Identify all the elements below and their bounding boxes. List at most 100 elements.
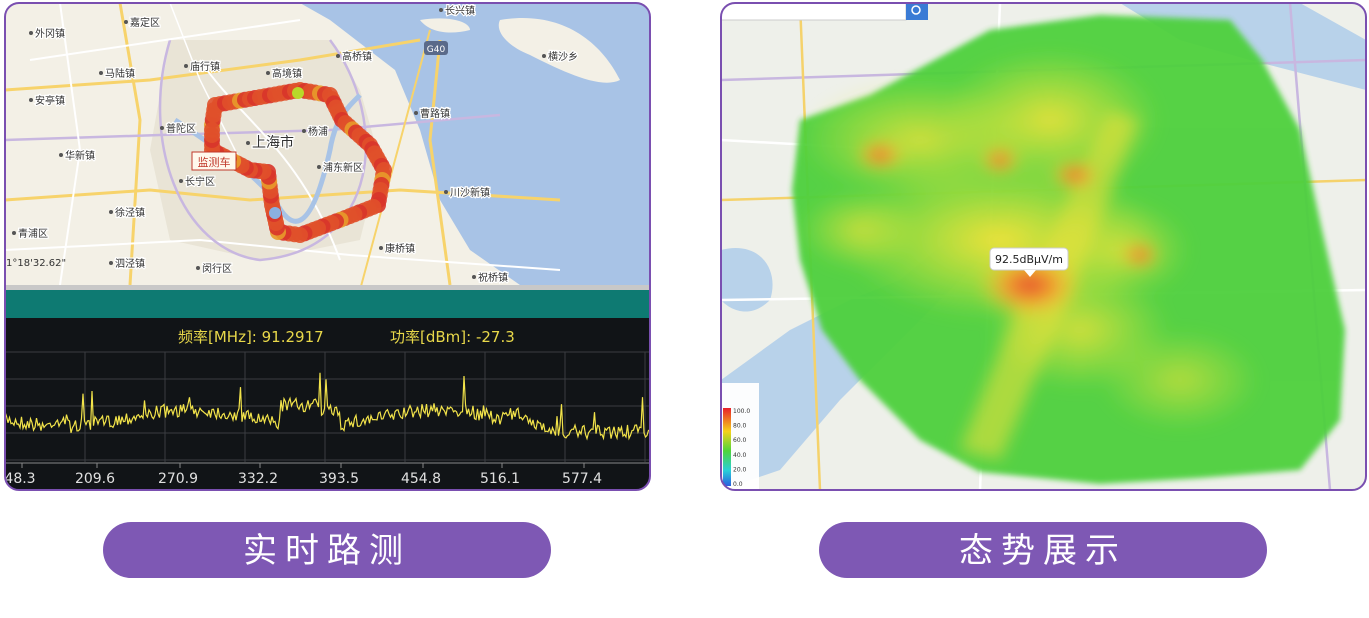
- map-dot: [179, 179, 183, 183]
- panel-border: [720, 2, 1367, 491]
- popup-text: 92.5dBμV/m: [995, 253, 1063, 266]
- map-dot: [317, 165, 321, 169]
- heat-layer: [800, 50, 1260, 460]
- caption-text: 态势展示: [959, 531, 1127, 571]
- heat-zone: [800, 190, 920, 270]
- road: [5, 188, 561, 202]
- map-label: 闵行区: [202, 262, 232, 275]
- map-dot: [29, 31, 33, 35]
- frequency: 频率[MHz]: 91.2917: [178, 328, 324, 346]
- map-label: 长宁区: [185, 175, 215, 188]
- caption-text: 实时路测: [243, 531, 411, 571]
- x-tick-label: 393.5: [319, 471, 359, 487]
- map-dot: [542, 54, 546, 58]
- map-dot: [12, 231, 16, 235]
- x-tick-label: 516.1: [480, 471, 520, 487]
- popup-tail: [1024, 270, 1036, 277]
- map-label: 马陆镇: [105, 67, 135, 80]
- road: [359, 29, 431, 291]
- map-dot: [109, 210, 113, 214]
- map-label: 徐泾镇: [115, 206, 145, 219]
- map-dot: [336, 54, 340, 58]
- search-icon: [911, 5, 921, 15]
- vehicle-label: 监测车: [198, 155, 231, 169]
- hot-spot: [980, 146, 1020, 174]
- map-label: 青浦区: [18, 227, 48, 240]
- road-shield-text: G40: [427, 45, 446, 55]
- spectrum-trace: [5, 372, 650, 441]
- map-label: 嘉定区: [130, 16, 160, 29]
- x-tick-label: 577.4: [562, 471, 602, 487]
- route-point: [204, 122, 220, 138]
- map-dot: [99, 71, 103, 75]
- map-dot: [29, 98, 33, 102]
- caption-pill: [103, 522, 551, 578]
- water: [300, 3, 650, 285]
- map-dot: [472, 275, 476, 279]
- road: [5, 113, 501, 142]
- map-label: 华新镇: [65, 149, 95, 162]
- map-dot: [302, 129, 306, 133]
- map-label: 康桥镇: [385, 242, 415, 255]
- legend-tick: 20.0: [733, 466, 747, 473]
- map-label: 外冈镇: [35, 27, 65, 40]
- road: [118, 3, 142, 286]
- legend-tick: 0.0: [733, 481, 743, 488]
- vehicle-box: [191, 151, 237, 171]
- map-dot: [266, 71, 270, 75]
- road-shield: [424, 41, 448, 55]
- map-label: 安亭镇: [35, 94, 65, 107]
- map-label: 普陀区: [166, 122, 196, 135]
- situation-panel: 92.5dBμV/m 100.0 80.0 60.0 40.0 20.0 0.0: [721, 3, 1366, 490]
- x-tick-label: 332.2: [238, 471, 278, 487]
- road: [5, 238, 561, 271]
- x-tick-label: 209.6: [75, 471, 115, 487]
- map-label: 长兴镇: [445, 4, 475, 17]
- map-dot: [379, 246, 383, 250]
- caption-pill: [819, 522, 1267, 578]
- map-label: 横沙乡: [548, 50, 578, 63]
- map-dot: [246, 141, 250, 145]
- map-dot: [414, 111, 418, 115]
- road: [5, 38, 421, 92]
- map-dot: [439, 8, 443, 12]
- map-dot: [444, 190, 448, 194]
- power: 功率[dBm]: -27.3: [390, 328, 515, 346]
- map-label: 祝桥镇: [478, 271, 508, 284]
- map-dot: [196, 266, 200, 270]
- map-label: 泗泾镇: [115, 257, 145, 270]
- map-label: 高境镇: [272, 67, 302, 80]
- map-dot: [124, 20, 128, 24]
- map-label: 高桥镇: [342, 50, 372, 63]
- road: [169, 3, 241, 161]
- route-point: [292, 87, 304, 99]
- route-point: [269, 207, 281, 219]
- heat-zone: [1100, 330, 1260, 430]
- map-label: 杨浦: [308, 125, 328, 138]
- x-tick-label: 48.3: [4, 471, 35, 487]
- search-button: [906, 3, 928, 20]
- road: [29, 19, 301, 61]
- legend-bar: [723, 408, 731, 486]
- road: [59, 3, 82, 286]
- road: [158, 39, 368, 262]
- map-label: 上海市: [252, 134, 294, 151]
- teal-bar: [5, 290, 650, 318]
- road: [428, 39, 452, 286]
- map-label: 庙行镇: [190, 60, 220, 73]
- legend-tick: 80.0: [733, 423, 747, 430]
- map-dot: [109, 261, 113, 265]
- map-dot: [59, 153, 63, 157]
- island: [420, 18, 470, 33]
- hot-spot: [1050, 160, 1100, 190]
- panel-border: [4, 2, 651, 491]
- coordinate: 1°18'32.62": [6, 258, 66, 269]
- hot-spot: [1120, 241, 1160, 269]
- lake: [721, 248, 773, 312]
- x-tick-label: 270.9: [158, 471, 198, 487]
- map-dot: [160, 126, 164, 130]
- hot-spot: [855, 140, 905, 170]
